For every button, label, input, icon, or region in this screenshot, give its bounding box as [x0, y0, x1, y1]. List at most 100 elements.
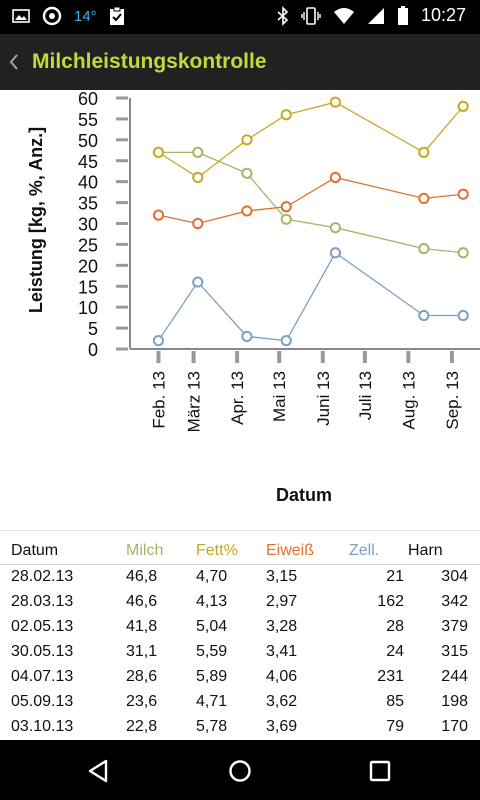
y-tick-label: 5: [88, 319, 98, 339]
table-cell: 5,59: [196, 643, 228, 660]
data-point: [241, 167, 253, 179]
chevron-left-icon[interactable]: [4, 48, 24, 76]
series-zell: [152, 247, 469, 347]
table-cell: 379: [441, 618, 468, 635]
table-cell: 5,78: [196, 718, 228, 735]
x-tick-label: Juni 13: [314, 371, 333, 426]
y-tick-label: 10: [78, 298, 98, 318]
y-tick-label: 30: [78, 215, 98, 235]
action-bar: Milchleistungskontrolle: [0, 34, 480, 90]
data-point: [457, 247, 469, 259]
header-divider: [0, 564, 480, 565]
x-axis-label: Datum: [276, 485, 332, 505]
table-cell: 3,15: [266, 568, 298, 585]
battery-icon: [397, 5, 408, 25]
table-cell: 23,6: [126, 693, 158, 710]
sync-app-icon: [42, 6, 62, 26]
vibrate-icon: [301, 6, 321, 25]
signal-icon: [367, 7, 384, 24]
y-tick-label: 55: [78, 110, 98, 130]
table-row: 28.03.13 46,6 4,13 2,97 162 342: [0, 590, 480, 614]
y-tick-label: 45: [78, 152, 98, 172]
notification-icons: 14°: [12, 6, 125, 26]
table-cell: 198: [441, 693, 468, 710]
chart-series: [152, 96, 469, 347]
header-eiweiss: Eiweiß: [266, 542, 315, 559]
temperature-text: 14°: [74, 7, 97, 25]
x-tick-label: Aug. 13: [399, 371, 418, 430]
series-line: [158, 101, 464, 179]
data-point: [192, 276, 204, 288]
home-circle-icon[interactable]: [225, 756, 255, 786]
data-point: [192, 217, 204, 230]
header-harn: Harn: [408, 542, 443, 559]
data-point: [280, 335, 292, 347]
clock-text: 10:27: [420, 5, 466, 25]
y-tick-label: 25: [78, 235, 98, 255]
table-cell: 5,89: [196, 668, 228, 685]
chart-axes: [129, 98, 480, 350]
table-cell: 4,71: [196, 693, 228, 710]
y-tick-label: 60: [78, 90, 98, 109]
data-point: [280, 201, 292, 213]
table-cell: 315: [441, 643, 468, 660]
table-row: 04.07.13 28,6 5,89 4,06 231 244: [0, 665, 480, 689]
data-point: [192, 146, 204, 158]
navigation-bar: [0, 740, 480, 800]
bluetooth-icon: [277, 5, 289, 26]
status-bar: 14° 10:27: [0, 0, 480, 34]
table-cell: 85: [386, 693, 404, 710]
table-row: 30.05.13 31,1 5,59 3,41 24 315: [0, 640, 480, 664]
data-point: [241, 134, 253, 146]
table-cell: 30.05.13: [11, 643, 74, 660]
table-cell: 28.03.13: [11, 593, 74, 610]
table-cell: 3,41: [266, 643, 298, 660]
table-cell: 342: [441, 593, 468, 610]
data-point: [329, 222, 341, 234]
table-cell: 3,28: [266, 618, 298, 635]
data-point: [457, 188, 469, 200]
table-cell: 28,6: [126, 668, 158, 685]
system-icons: 10:27: [277, 5, 466, 26]
x-tick-label: Mai 13: [270, 371, 289, 422]
data-point: [329, 171, 341, 184]
table-cell: 22,8: [126, 718, 158, 735]
table-cell: 46,8: [126, 568, 158, 585]
x-tick-label: Feb. 13: [149, 371, 168, 429]
x-tick-label: März 13: [185, 371, 204, 432]
clipboard-check-icon: [109, 6, 124, 25]
data-table: Datum Milch Fett% Eiweiß Zell. Harn 28.0…: [0, 530, 480, 740]
table-cell: 4,06: [266, 668, 298, 685]
table-cell: 170: [441, 718, 468, 735]
recents-square-icon[interactable]: [365, 756, 395, 786]
table-cell: 304: [441, 568, 468, 585]
data-point: [418, 243, 430, 255]
table-cell: 2,97: [266, 593, 298, 610]
back-triangle-icon[interactable]: [84, 756, 114, 786]
data-point: [418, 146, 430, 158]
table-cell: 162: [377, 593, 404, 610]
series-fett: [152, 96, 469, 184]
data-point: [241, 330, 253, 343]
table-cell: 31,1: [126, 643, 158, 660]
y-tick-label: 40: [78, 173, 98, 193]
table-cell: 4,13: [196, 593, 228, 610]
table-cell: 5,04: [196, 618, 228, 635]
table-row: 28.02.13 46,8 4,70 3,15 21 304: [0, 565, 480, 589]
x-ticks: Feb. 13 März 13 Apr. 13 Mai 13 Juni 13 Juli 1…: [149, 351, 462, 432]
table-cell: 28.02.13: [11, 568, 74, 585]
series-line: [158, 176, 464, 225]
line-chart: Leistung [kg, %, Anz.] Datum 05101520253…: [26, 90, 480, 505]
image-icon: [12, 9, 30, 23]
data-point: [418, 192, 430, 205]
y-tick-label: 15: [78, 277, 98, 297]
data-point: [457, 309, 469, 322]
table-row: 02.05.13 41,8 5,04 3,28 28 379: [0, 615, 480, 639]
table-cell: 02.05.13: [11, 618, 74, 635]
x-tick-label: Apr. 13: [228, 371, 247, 425]
table-cell: 3,69: [266, 718, 298, 735]
series-eiwei: [152, 171, 469, 230]
table-cell: 24: [386, 643, 404, 660]
table-cell: 03.10.13: [11, 718, 74, 735]
